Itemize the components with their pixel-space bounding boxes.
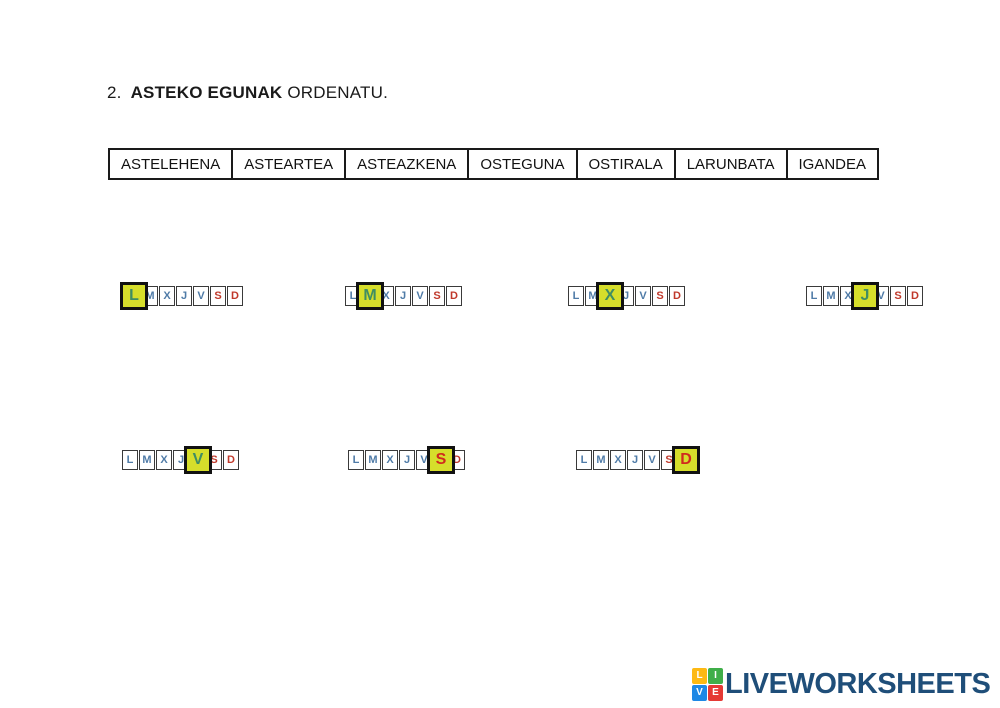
letter-box-x: X xyxy=(382,450,398,470)
day-cell-larunbata: LARUNBATA xyxy=(673,148,788,180)
exercise-title: 2. ASTEKO EGUNAK ORDENATU. xyxy=(107,83,388,103)
selected-letter-box-m[interactable]: M xyxy=(356,282,384,310)
letter-box-s: S xyxy=(429,286,445,306)
letter-box-j: J xyxy=(399,450,415,470)
logo-tile-e: E xyxy=(708,684,723,701)
letter-box-d: D xyxy=(227,286,243,306)
day-cell-asteartea: ASTEARTEA xyxy=(231,148,347,180)
exercise-number: 2. xyxy=(107,83,122,102)
day-cell-asteazkena: ASTEAZKENA xyxy=(344,148,470,180)
letter-box-v: V xyxy=(635,286,651,306)
logo-tile-v: V xyxy=(692,684,707,701)
day-cell-ostirala: OSTIRALA xyxy=(575,148,676,180)
days-table-row: ASTELEHENA ASTEARTEA ASTEAZKENA OSTEGUNA OST… xyxy=(107,148,880,180)
letter-box-l: L xyxy=(568,286,584,306)
letter-box-m: M xyxy=(593,450,609,470)
exercise-title-rest: ORDENATU. xyxy=(282,83,388,102)
letter-box-v: V xyxy=(193,286,209,306)
letter-box-l: L xyxy=(348,450,364,470)
letter-box-x: X xyxy=(159,286,175,306)
logo-tile-i: I xyxy=(708,667,723,684)
letter-box-j: J xyxy=(176,286,192,306)
selected-letter-box-j[interactable]: J xyxy=(851,282,879,310)
letter-box-m: M xyxy=(365,450,381,470)
letter-box-d: D xyxy=(446,286,462,306)
selected-letter-box-d[interactable]: D xyxy=(672,446,700,474)
letter-box-x: X xyxy=(156,450,172,470)
selected-letter-box-v[interactable]: V xyxy=(184,446,212,474)
letter-box-d: D xyxy=(223,450,239,470)
selected-letter-box-l[interactable]: L xyxy=(120,282,148,310)
letter-box-m: M xyxy=(823,286,839,306)
letter-box-l: L xyxy=(806,286,822,306)
liveworksheets-logo-text: LIVEWORKSHEETS xyxy=(725,668,991,700)
letter-box-d: D xyxy=(669,286,685,306)
exercise-title-bold: ASTEKO EGUNAK xyxy=(130,83,283,102)
letter-box-l: L xyxy=(576,450,592,470)
letter-box-s: S xyxy=(652,286,668,306)
letter-box-s: S xyxy=(890,286,906,306)
letter-box-m: M xyxy=(139,450,155,470)
letter-box-v: V xyxy=(412,286,428,306)
logo-tile-l: L xyxy=(692,667,707,684)
letter-box-l: L xyxy=(122,450,138,470)
letter-box-d: D xyxy=(907,286,923,306)
letter-box-j: J xyxy=(395,286,411,306)
day-cell-osteguna: OSTEGUNA xyxy=(467,148,578,180)
letter-box-x: X xyxy=(610,450,626,470)
days-table: ASTELEHENA ASTEARTEA ASTEAZKENA OSTEGUNA OST… xyxy=(107,148,880,180)
day-cell-igandea: IGANDEA xyxy=(785,148,880,180)
selected-letter-box-x[interactable]: X xyxy=(596,282,624,310)
day-cell-astelehena: ASTELEHENA xyxy=(107,148,234,180)
letter-box-v: V xyxy=(644,450,660,470)
selected-letter-box-s[interactable]: S xyxy=(427,446,455,474)
letter-box-j: J xyxy=(627,450,643,470)
letter-box-s: S xyxy=(210,286,226,306)
